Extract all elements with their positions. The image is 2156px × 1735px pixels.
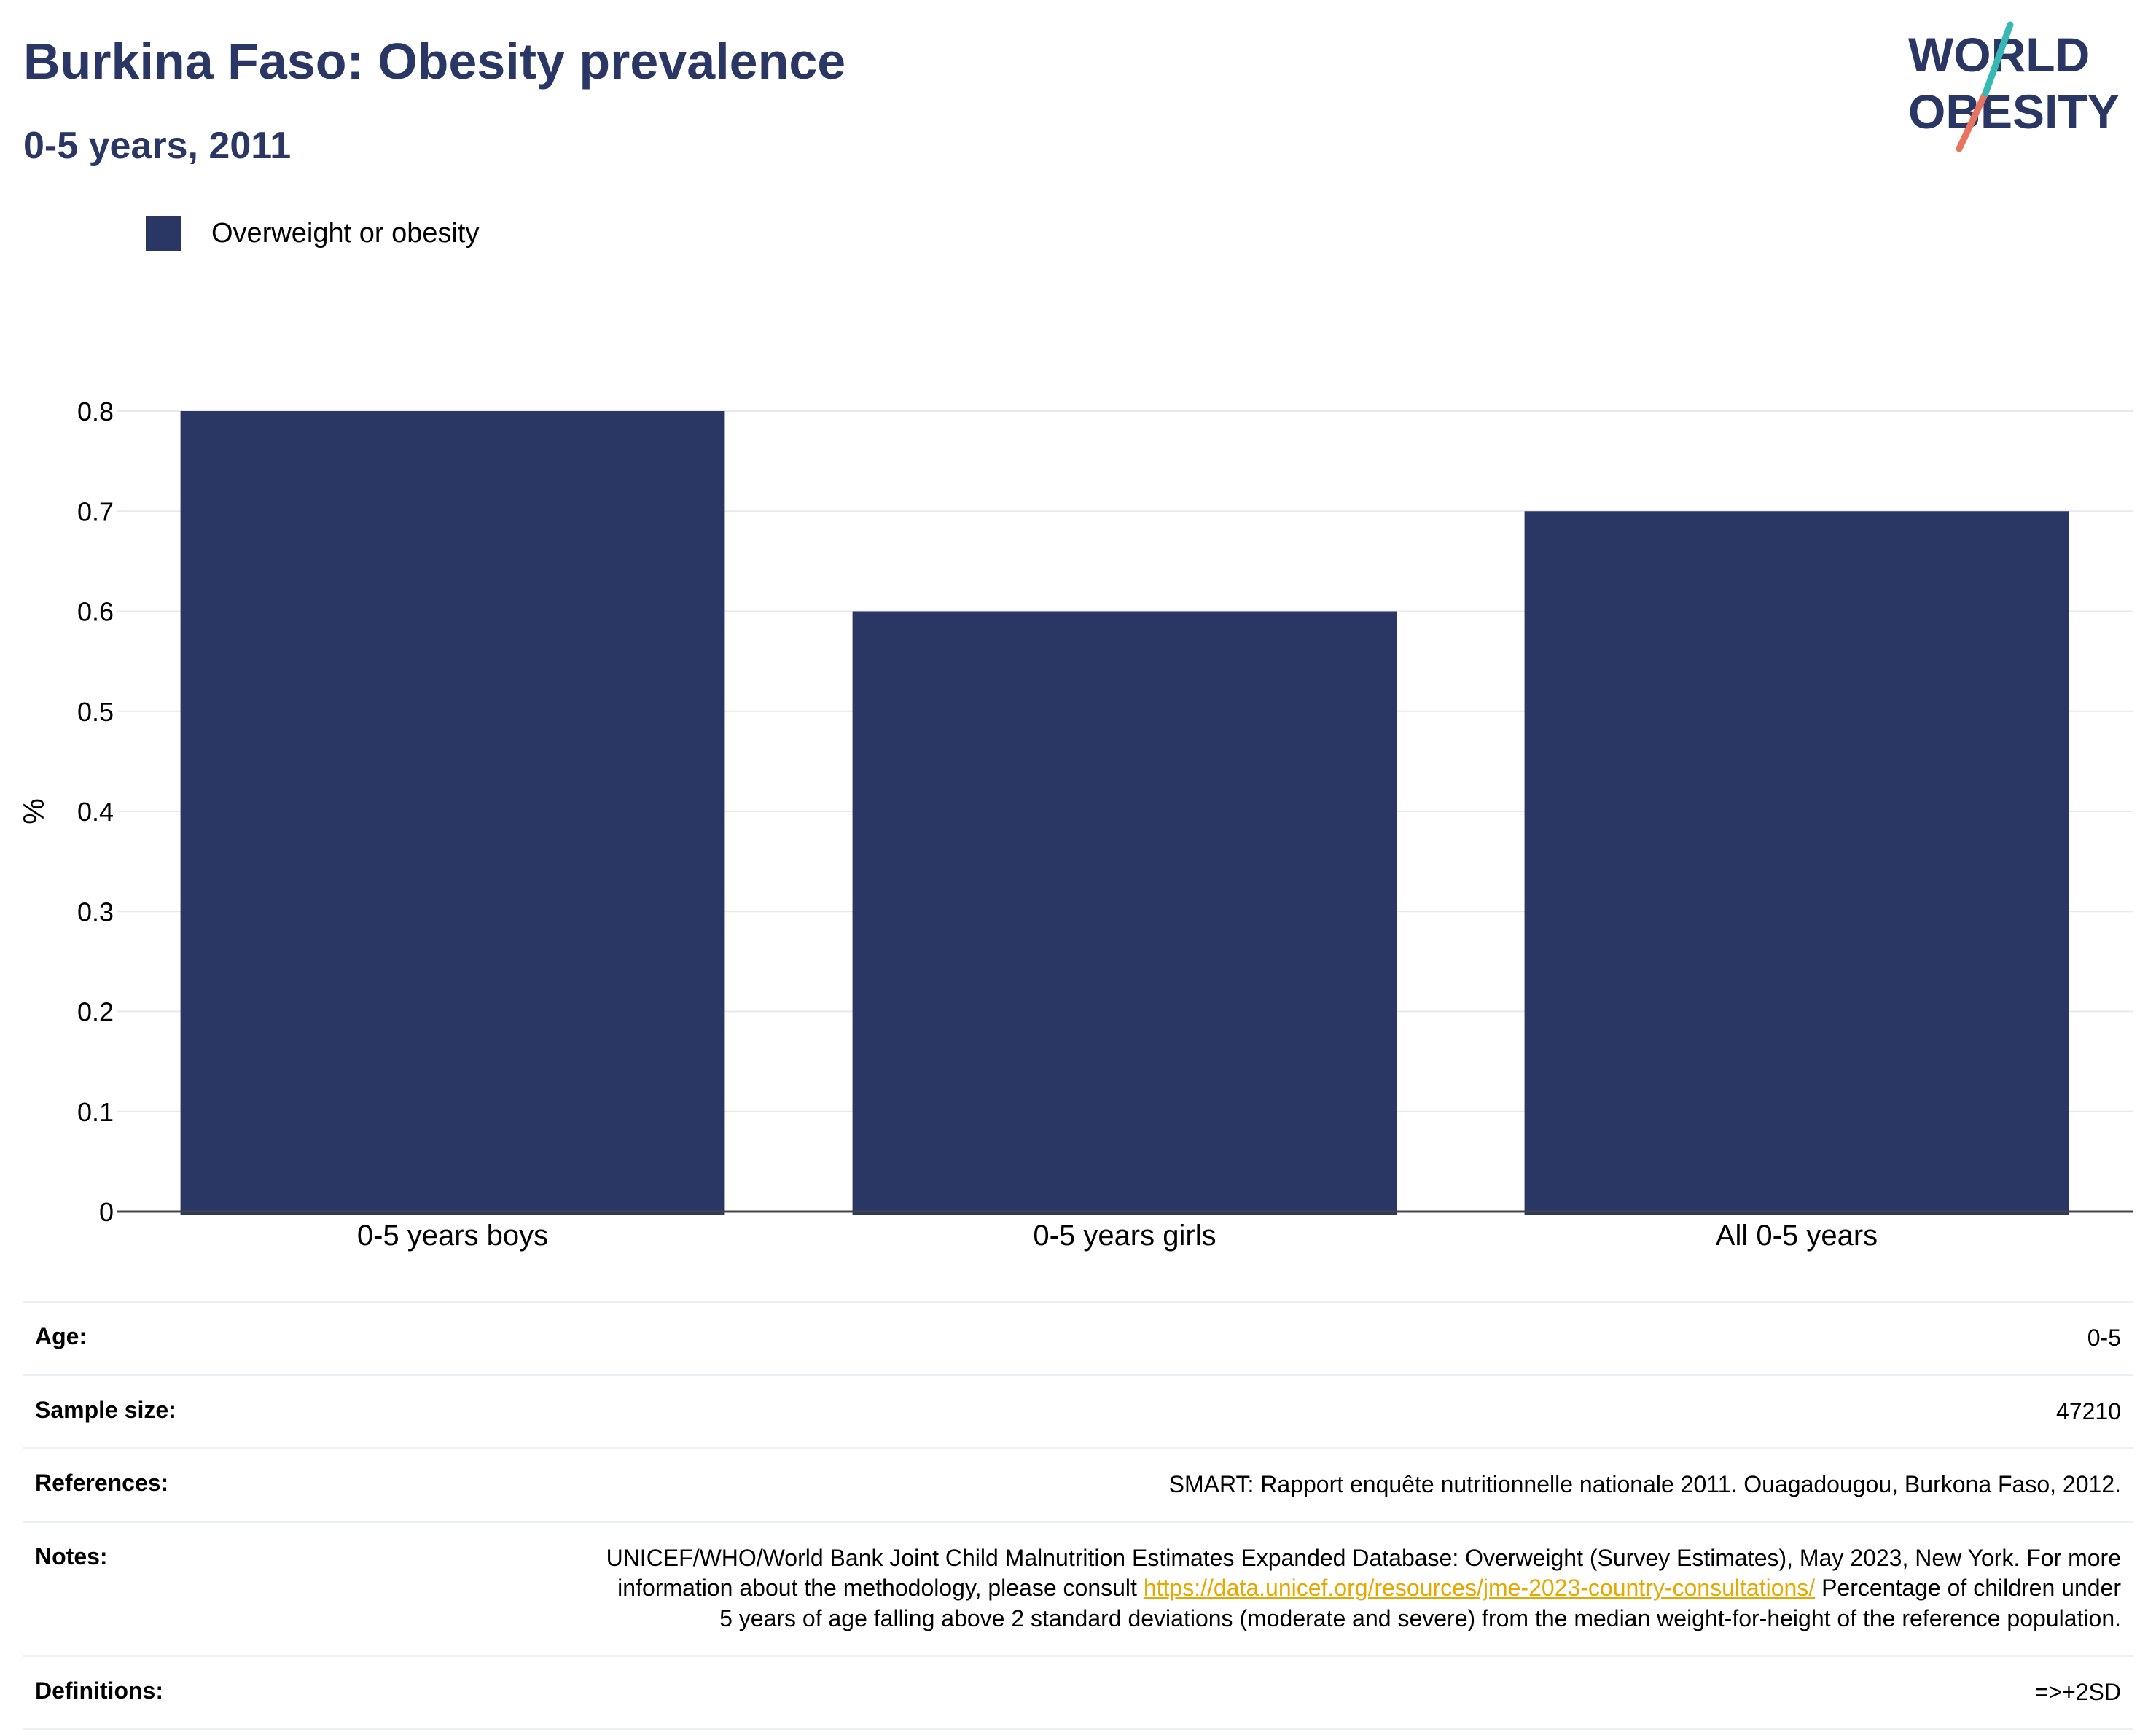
x-tick-label: All 0-5 years <box>1716 1220 1878 1252</box>
x-tick-label: 0-5 years girls <box>1033 1220 1216 1252</box>
y-tick-label: 0.1 <box>77 1097 114 1127</box>
meta-value: 47210 <box>2056 1397 2121 1424</box>
chart-subtitle: 0-5 years, 2011 <box>23 125 292 167</box>
svg-text:OBESITY: OBESITY <box>1908 85 2120 139</box>
bar-chart: 0 0.1 0.2 0.3 0.4 0.5 0.6 0.7 0.8 0-5 years boys… <box>18 397 2133 1252</box>
y-tick-label: 0.6 <box>77 597 114 627</box>
bar <box>1524 511 2069 1214</box>
y-tick-label: 0 <box>99 1197 114 1227</box>
y-tick-label: 0.5 <box>77 697 114 727</box>
y-tick-label: 0.7 <box>77 496 114 526</box>
meta-row-definitions: Definitions: =>+2SD <box>23 1657 2133 1731</box>
y-axis-label: % <box>18 798 50 824</box>
legend-label: Overweight or obesity <box>211 217 480 249</box>
meta-key: Definitions: <box>35 1677 163 1704</box>
notes-text: UNICEF/WHO/World Bank Joint Child Malnut… <box>606 1544 2121 1602</box>
meta-value: SMART: Rapport enquête nutritionnelle na… <box>1168 1471 2121 1498</box>
meta-row-references: References: SMART: Rapport enquête nutri… <box>23 1449 2133 1523</box>
meta-row-notes: Notes: UNICEF/WHO/World Bank Joint Child… <box>23 1523 2133 1657</box>
bar <box>180 411 725 1214</box>
meta-row-sample-size: Sample size: 47210 <box>23 1376 2133 1450</box>
y-tick-label: 0.2 <box>77 997 114 1027</box>
chart-legend: Overweight or obesity <box>146 216 480 251</box>
meta-key: Sample size: <box>35 1396 176 1423</box>
meta-key: Notes: <box>35 1543 108 1570</box>
meta-row-age: Age: 0-5 <box>23 1303 2133 1376</box>
meta-value: 0-5 <box>2087 1325 2121 1351</box>
y-tick-labels: 0 0.1 0.2 0.3 0.4 0.5 0.6 0.7 0.8 <box>77 397 114 1227</box>
x-tick-label: 0-5 years boys <box>357 1220 548 1252</box>
notes-definition-text: Percentage of children under 5 years of … <box>719 1575 2121 1631</box>
methodology-link[interactable]: https://data.unicef.org/resources/jme-20… <box>1143 1575 1816 1602</box>
meta-key: References: <box>35 1470 169 1497</box>
metadata-table: Age: 0-5 Sample size: 47210 References: … <box>23 1301 2133 1731</box>
legend-swatch <box>146 216 181 251</box>
meta-value: =>+2SD <box>2034 1678 2121 1705</box>
meta-value: UNICEF/WHO/World Bank Joint Child Malnut… <box>605 1543 2121 1634</box>
meta-key: Age: <box>35 1323 87 1349</box>
y-tick-label: 0.4 <box>77 797 114 827</box>
bars <box>180 411 2069 1214</box>
world-obesity-logo: WORLD OBESITY <box>1908 21 2120 152</box>
chart-title: Burkina Faso: Obesity prevalence <box>23 33 846 90</box>
x-tick-labels: 0-5 years boys 0-5 years girls All 0-5 yea… <box>357 1220 1878 1252</box>
bar <box>852 611 1397 1214</box>
y-tick-label: 0.8 <box>77 397 114 426</box>
y-tick-label: 0.3 <box>77 897 114 927</box>
